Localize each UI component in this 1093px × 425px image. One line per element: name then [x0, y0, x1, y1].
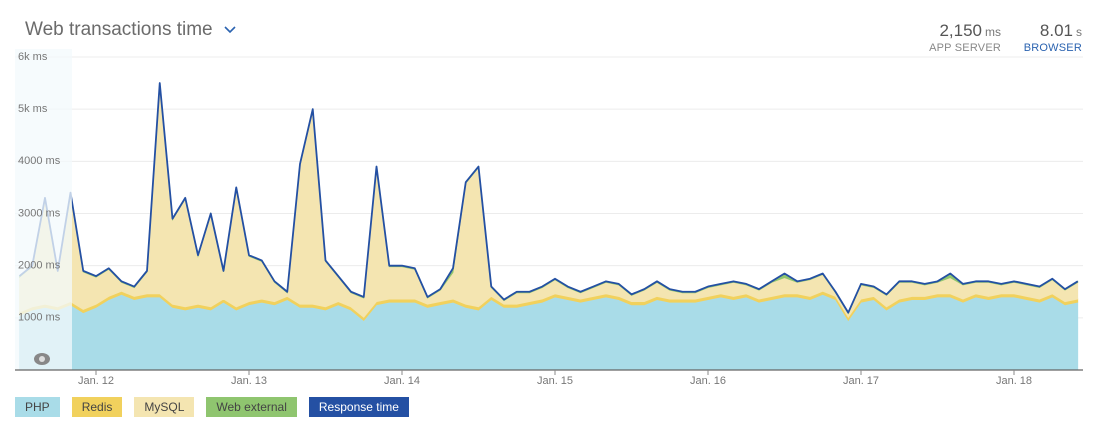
- stat: 2,150 ms APP SERVER: [929, 21, 1001, 54]
- stat-label: APP SERVER: [929, 42, 1001, 54]
- x-tick-label: Jan. 15: [537, 375, 573, 387]
- y-tick-label: 5k ms: [18, 103, 48, 115]
- panel-title[interactable]: Web transactions time: [25, 19, 213, 40]
- x-tick-label: Jan. 18: [996, 375, 1032, 387]
- stat[interactable]: 8.01 s BROWSER: [1024, 21, 1082, 54]
- stat-unit: s: [1076, 25, 1082, 39]
- x-tick-label: Jan. 17: [843, 375, 879, 387]
- line: [18, 82, 1079, 314]
- legend: PHP Redis MySQL Web external Response time: [15, 397, 409, 417]
- x-tick-label: Jan. 13: [231, 375, 267, 387]
- legend-item[interactable]: Web external: [206, 397, 297, 417]
- y-tick-label: 6k ms: [18, 51, 48, 63]
- y-tick-label: 3000 ms: [18, 207, 61, 219]
- y-tick-label: 2000 ms: [18, 260, 61, 272]
- x-tick-label: Jan. 12: [78, 375, 114, 387]
- y-tick-label: 4000 ms: [18, 155, 61, 167]
- stat-value: 2,150: [939, 21, 982, 40]
- faded-tint: [15, 49, 72, 370]
- stat-label: BROWSER: [1023, 42, 1082, 54]
- legend-item[interactable]: MySQL: [134, 397, 195, 417]
- chart: 1000 ms 2000 ms 3000 ms 4000 ms 5k ms 6k ms Ja…: [15, 49, 1083, 387]
- x-tick-label: Jan. 14: [384, 375, 420, 387]
- eye-icon-pupil: [39, 356, 45, 362]
- stat-unit: ms: [985, 25, 1001, 39]
- stat-value: 8.01: [1039, 21, 1073, 40]
- faded-overlay: [15, 49, 72, 370]
- legend-item[interactable]: PHP: [15, 397, 60, 417]
- dropdown-chevron[interactable]: [224, 26, 236, 34]
- legend-item[interactable]: Response time: [308, 397, 409, 417]
- x-tick-label: Jan. 16: [690, 375, 726, 387]
- legend-item[interactable]: Redis: [71, 397, 123, 417]
- y-tick-label: 1000 ms: [18, 312, 61, 324]
